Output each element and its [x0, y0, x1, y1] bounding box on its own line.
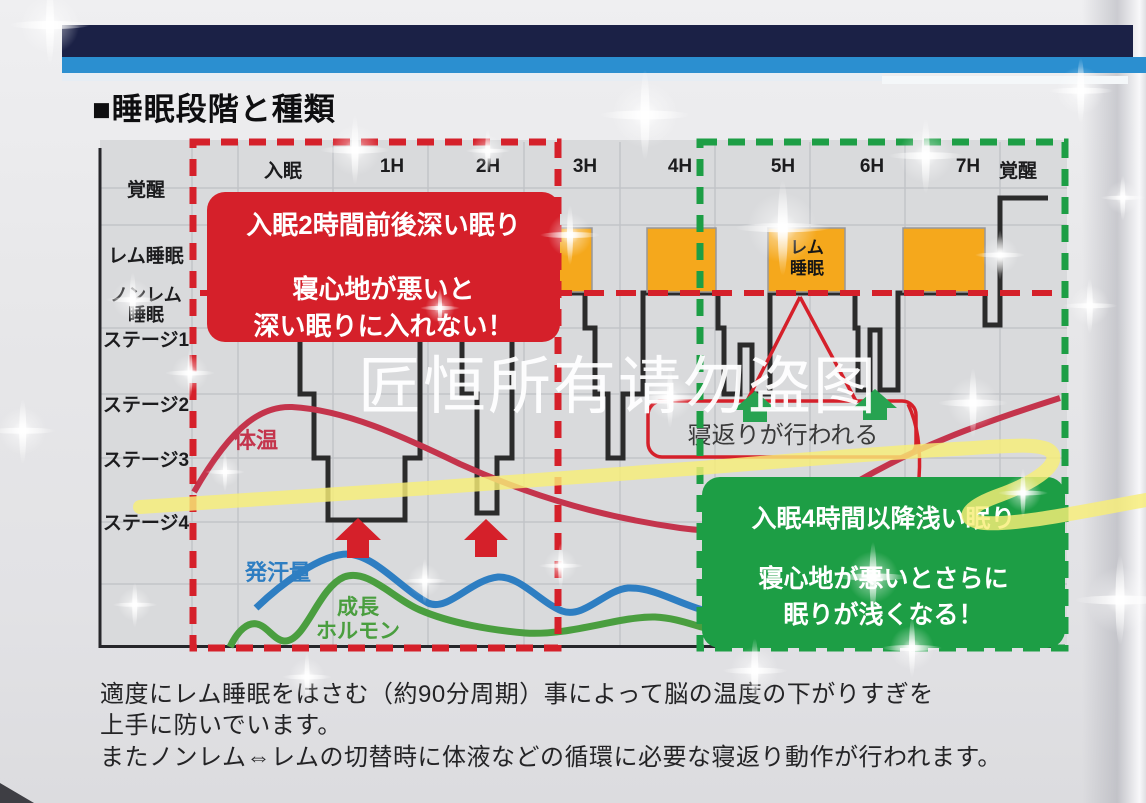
- header-navy-bar: [62, 25, 1133, 58]
- rem-block-2: [646, 227, 717, 293]
- y-axis-label-stage1: ステージ1: [102, 330, 190, 351]
- header-pale-bar-left: [62, 73, 882, 81]
- page-title: ■睡眠段階と種類: [92, 92, 336, 127]
- y-axis-label-wake: 覚醒: [126, 180, 165, 201]
- x-axis-label-2h: 2H: [475, 156, 501, 177]
- growth-hormone-label: 成長 ホルモン: [316, 596, 400, 644]
- rem-block-label: レム 睡眠: [790, 238, 824, 279]
- x-axis-label-sleep-onset: 入眠: [263, 161, 302, 182]
- x-axis-label-1h: 1H: [379, 156, 405, 177]
- deep-sleep-callout-line1: 入眠2時間前後深い眠り: [246, 210, 521, 240]
- y-axis-label-stage2: ステージ2: [102, 395, 190, 416]
- footer-text-line2: 上手に防いでいます。: [100, 712, 342, 739]
- body-temperature-label: 体温: [234, 428, 279, 453]
- deep-sleep-up-arrows: [335, 518, 508, 558]
- y-axis-label-rem: レム睡眠: [108, 246, 184, 267]
- rem-period-blocks: [551, 227, 986, 293]
- light-sleep-callout-line3: 眠りが浅くなる！: [783, 601, 984, 629]
- x-axis-label-5h: 5H: [770, 156, 796, 177]
- growth-hormone-curve: [226, 571, 751, 649]
- y-axis-label-stage3: ステージ3: [102, 450, 190, 471]
- x-axis-label-6h: 6H: [859, 156, 885, 177]
- red-up-arrow-icon: [464, 519, 508, 557]
- watermark-text: 匠恒所有请勿盗图: [358, 352, 878, 422]
- light-sleep-callout: 入眠4時間以降浅い眠り 寝心地が悪いとさらに 眠りが浅くなる！: [702, 477, 1065, 648]
- page-edge-shading: [1082, 0, 1146, 803]
- header-pale-bar-right: [882, 76, 1128, 84]
- rem-block-4: [902, 227, 986, 293]
- sweating-label: 発汗量: [245, 560, 312, 585]
- footer-text-line1: 適度にレム睡眠をはさむ（約90分周期）事によって脳の温度の下がりすぎを: [100, 681, 934, 708]
- header-blue-bar: [62, 57, 1146, 73]
- x-axis-label-4h: 4H: [667, 156, 693, 177]
- y-axis-label-nonrem: ノンレム 睡眠: [110, 285, 182, 325]
- x-axis-label-wake: 覚醒: [998, 161, 1037, 182]
- footer-text-line3: またノンレム⇔レムの切替時に体液などの循環に必要な寝返り動作が行われます。: [100, 744, 1002, 771]
- x-axis-label-3h: 3H: [572, 156, 598, 177]
- light-sleep-callout-line1: 入眠4時間以降浅い眠り: [751, 505, 1016, 533]
- y-axis-label-stage4: ステージ4: [102, 513, 190, 534]
- deep-sleep-callout-line2: 寝心地が悪いと: [292, 274, 475, 304]
- deep-sleep-callout: 入眠2時間前後深い眠り 寝心地が悪いと 深い眠りに入れない！: [207, 192, 560, 342]
- light-sleep-callout-line2: 寝心地が悪いとさらに: [758, 565, 1009, 593]
